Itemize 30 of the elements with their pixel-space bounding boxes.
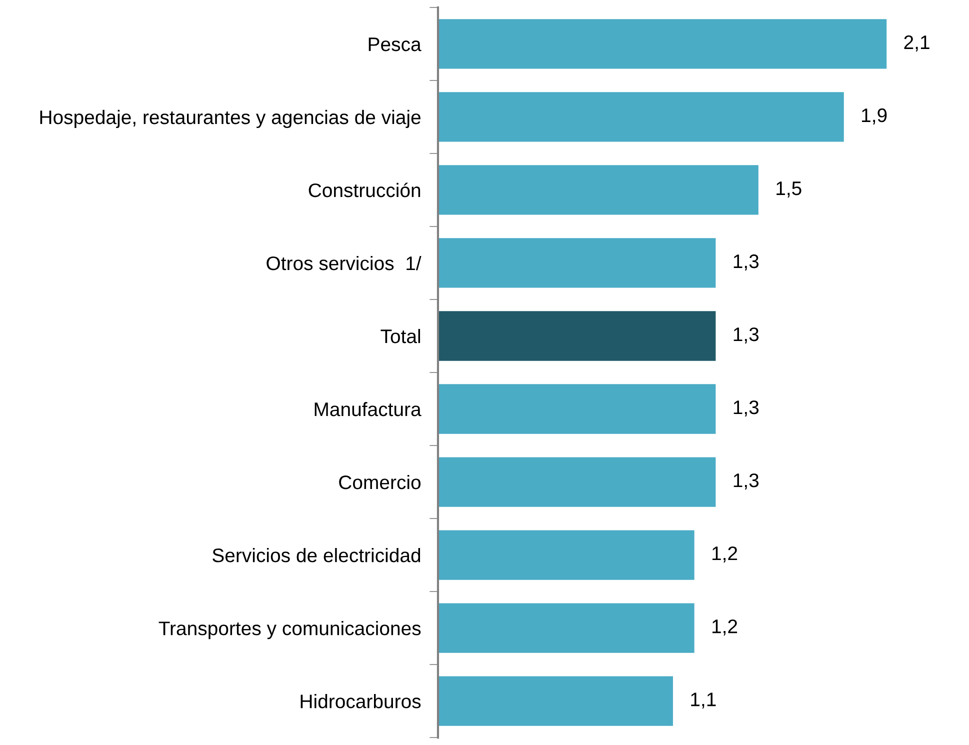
bar xyxy=(438,603,694,653)
data-label: 1,3 xyxy=(734,400,759,417)
bar xyxy=(438,92,844,142)
bar xyxy=(438,676,673,726)
y-tick-label: Servicios de electricidad xyxy=(212,548,420,562)
data-label: 1,2 xyxy=(712,546,738,563)
data-label: 1,2 xyxy=(712,619,738,636)
y-tick-label: Hidrocarburos xyxy=(300,694,421,708)
y-tick-label: Pesca xyxy=(368,38,422,52)
y-tick-label: Construcción xyxy=(308,182,420,198)
y-tick-label: Otros servicios 1/ xyxy=(266,256,422,270)
bar xyxy=(438,311,716,361)
bar xyxy=(438,384,716,434)
bar xyxy=(438,457,716,507)
data-label: 1,3 xyxy=(734,327,759,344)
data-label: 2,1 xyxy=(904,35,930,52)
bar xyxy=(438,238,716,288)
y-tick-label: Transportes y comunicaciones xyxy=(158,620,421,640)
bar xyxy=(438,19,887,69)
data-label: 1,3 xyxy=(734,473,759,490)
data-label: 1,5 xyxy=(776,182,802,198)
y-tick-label: Hospedaje, restaurantes y agencias de viaje xyxy=(40,110,420,128)
y-tick-label: Comercio xyxy=(339,474,421,490)
y-tick-label: Total xyxy=(380,328,420,344)
bar xyxy=(438,165,758,215)
y-tick-label: Manufactura xyxy=(314,402,422,416)
data-label: 1,3 xyxy=(734,254,759,270)
data-label: 1,9 xyxy=(862,108,887,124)
data-label: 1,1 xyxy=(691,692,716,709)
bar xyxy=(438,530,694,580)
